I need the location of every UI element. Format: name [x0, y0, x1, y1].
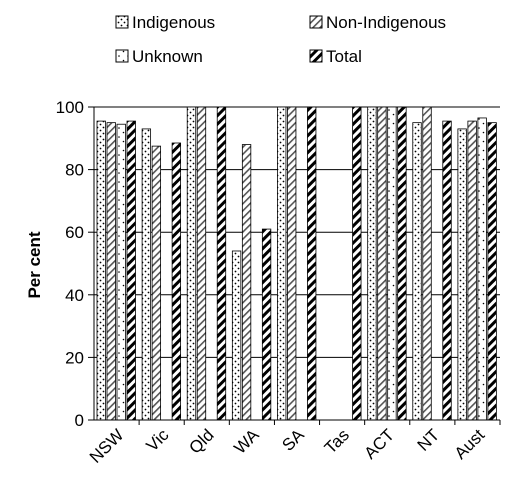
bar-indigenous-wa	[231, 250, 242, 421]
legend: Indigenous Non-Indigenous Unknown Total	[115, 13, 446, 66]
x-tick-label: SA	[278, 425, 308, 455]
bar-total-sa	[307, 106, 317, 421]
y-tick-label: 100	[56, 98, 84, 117]
bar-indigenous-vic	[141, 128, 152, 421]
bar-indigenous-nt	[412, 122, 422, 421]
bars	[96, 106, 497, 421]
bar-total-qld	[216, 106, 227, 421]
x-tick-label: Tas	[321, 425, 353, 457]
gridlines	[94, 106, 500, 358]
x-tick-label: ACT	[361, 425, 398, 462]
x-tick-label: Qld	[185, 425, 217, 457]
bar-non-indigenous-wa	[241, 144, 252, 421]
bar-indigenous-aust	[457, 128, 467, 421]
bar-total-vic	[171, 142, 182, 421]
legend-label: Non-Indigenous	[326, 13, 446, 32]
y-axis-label: Per cent	[25, 231, 44, 298]
bar-indigenous-qld	[186, 106, 197, 421]
bar-non-indigenous-vic	[151, 145, 162, 421]
bar-unknown-nsw	[116, 123, 126, 421]
y-tick-label: 0	[75, 411, 84, 430]
bar-non-indigenous-aust	[467, 120, 477, 421]
bar-total-nsw	[126, 120, 136, 421]
x-tick-label: Vic	[143, 425, 173, 455]
bar-total-tas	[352, 106, 362, 421]
x-tick-label: WA	[230, 425, 263, 458]
legend-label: Total	[326, 47, 362, 66]
x-tick-label: NT	[414, 425, 443, 454]
bar-non-indigenous-act	[377, 106, 387, 421]
legend-label: Unknown	[132, 47, 203, 66]
bar-non-indigenous-nsw	[106, 122, 116, 421]
bar-non-indigenous-nt	[422, 106, 432, 421]
x-tick-label: NSW	[86, 425, 127, 466]
y-tick-label: 60	[65, 223, 84, 242]
legend-swatch	[115, 15, 129, 29]
bar-non-indigenous-sa	[287, 106, 297, 421]
x-tick-labels: NSW Vic Qld WA SA Tas ACT NT Aust	[86, 425, 489, 467]
bar-indigenous-sa	[277, 106, 287, 421]
bar-non-indigenous-qld	[196, 106, 207, 421]
y-tick-label: 40	[65, 286, 84, 305]
axes	[88, 106, 501, 425]
y-tick-labels: 0 20 40 60 80 100	[56, 98, 84, 430]
bar-total-wa	[261, 228, 272, 421]
legend-swatch	[309, 49, 323, 63]
legend-swatch	[309, 15, 323, 29]
bar-total-aust	[487, 122, 497, 421]
bar-total-nt	[442, 120, 452, 421]
y-tick-label: 20	[65, 348, 84, 367]
bar-unknown-aust	[477, 117, 487, 421]
legend-label: Indigenous	[132, 13, 215, 32]
bar-total-act	[397, 106, 407, 421]
legend-swatch	[115, 49, 129, 63]
x-tick-label: Aust	[451, 425, 489, 463]
bar-indigenous-act	[367, 106, 377, 421]
y-tick-label: 80	[65, 161, 84, 180]
bar-indigenous-nsw	[96, 120, 106, 421]
bar-unknown-act	[387, 106, 397, 421]
